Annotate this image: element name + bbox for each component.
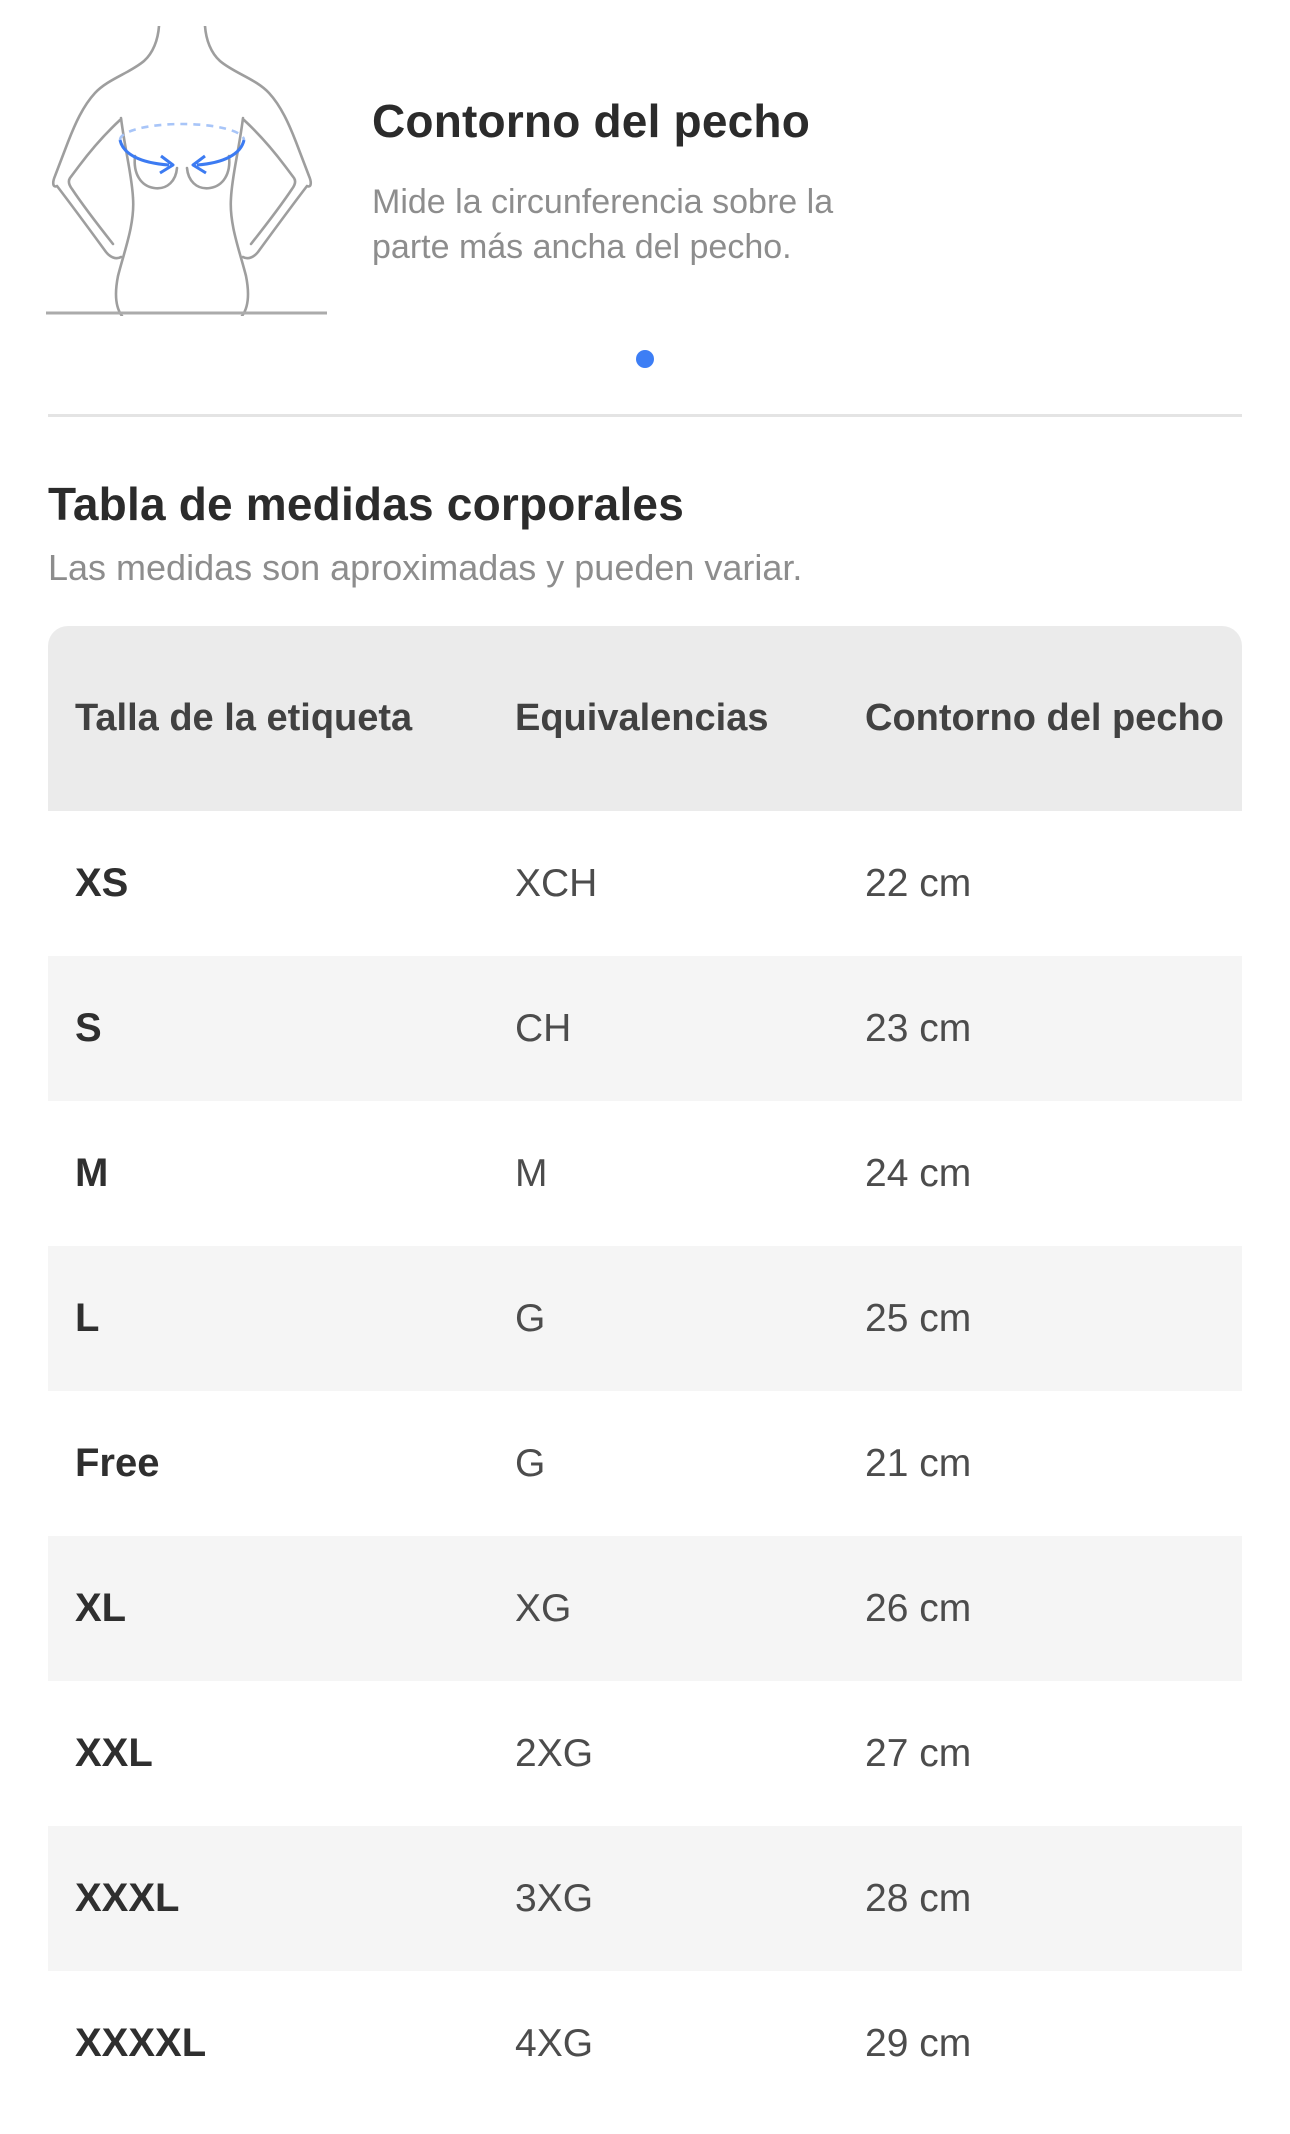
section-subtitle: Las medidas son aproximadas y pueden var…	[48, 547, 803, 588]
size-label: XS	[75, 861, 129, 905]
chest-contour-value: 27 cm	[865, 1731, 972, 1775]
equivalence-value: 2XG	[515, 1731, 594, 1775]
section-divider	[48, 414, 1242, 417]
slide-text-block: Contorno del pecho Mide la circunferenci…	[372, 26, 892, 316]
size-label: XXXL	[75, 1876, 180, 1920]
chest-contour-value: 23 cm	[865, 1006, 972, 1050]
section-title: Tabla de medidas corporales	[48, 478, 684, 530]
measurement-carousel[interactable]: Contorno del pecho Mide la circunferenci…	[0, 26, 1290, 368]
table-body: XS XCH 22 cm S CH 23 cm M M 24 cm L G 25…	[48, 811, 1242, 2116]
table-row: Free G 21 cm	[48, 1391, 1242, 1536]
equivalence-value: G	[515, 1296, 546, 1340]
slide-title: Contorno del pecho	[372, 95, 811, 147]
equivalence-value: XG	[515, 1586, 572, 1630]
header-size-label: Talla de la etiqueta	[75, 697, 413, 739]
table-row: L G 25 cm	[48, 1246, 1242, 1391]
carousel-pagination	[0, 350, 1290, 368]
table-row: M M 24 cm	[48, 1101, 1242, 1246]
table-row: XXL 2XG 27 cm	[48, 1681, 1242, 1826]
equivalence-value: M	[515, 1151, 548, 1195]
chest-contour-value: 29 cm	[865, 2021, 972, 2065]
table-header-row: Talla de la etiqueta Equivalencias Conto…	[48, 626, 1242, 811]
chest-contour-value: 26 cm	[865, 1586, 972, 1630]
size-label: XL	[75, 1586, 127, 1630]
body-measures-section-head: Tabla de medidas corporales Las medidas …	[48, 477, 1242, 589]
size-label: L	[75, 1296, 100, 1340]
table-row: XXXL 3XG 28 cm	[48, 1826, 1242, 1971]
header-equivalences: Equivalencias	[515, 697, 769, 739]
carousel-dot-active[interactable]	[636, 350, 654, 368]
chest-contour-value: 25 cm	[865, 1296, 972, 1340]
chest-contour-value: 28 cm	[865, 1876, 972, 1920]
equivalence-value: G	[515, 1441, 546, 1485]
torso-chest-measure-icon	[46, 26, 327, 316]
equivalence-value: XCH	[515, 861, 598, 905]
chest-contour-value: 22 cm	[865, 861, 972, 905]
equivalence-value: 4XG	[515, 2021, 594, 2065]
header-chest-contour: Contorno del pecho	[865, 697, 1224, 739]
size-label: XXL	[75, 1731, 153, 1775]
size-label: S	[75, 1006, 102, 1050]
table-row: XXXXL 4XG 29 cm	[48, 1971, 1242, 2116]
equivalence-value: 3XG	[515, 1876, 594, 1920]
chest-contour-value: 24 cm	[865, 1151, 972, 1195]
chest-contour-value: 21 cm	[865, 1441, 972, 1485]
equivalence-value: CH	[515, 1006, 572, 1050]
table-row: S CH 23 cm	[48, 956, 1242, 1101]
size-label: Free	[75, 1441, 160, 1485]
size-label: M	[75, 1151, 109, 1195]
carousel-slide: Contorno del pecho Mide la circunferenci…	[40, 26, 1242, 316]
slide-description: Mide la circunferencia sobre la parte má…	[372, 183, 834, 266]
size-guide-screen: Contorno del pecho Mide la circunferenci…	[0, 26, 1290, 2116]
size-label: XXXXL	[75, 2021, 207, 2065]
table-row: XL XG 26 cm	[48, 1536, 1242, 1681]
size-table: Talla de la etiqueta Equivalencias Conto…	[48, 626, 1242, 2116]
table-row: XS XCH 22 cm	[48, 811, 1242, 956]
